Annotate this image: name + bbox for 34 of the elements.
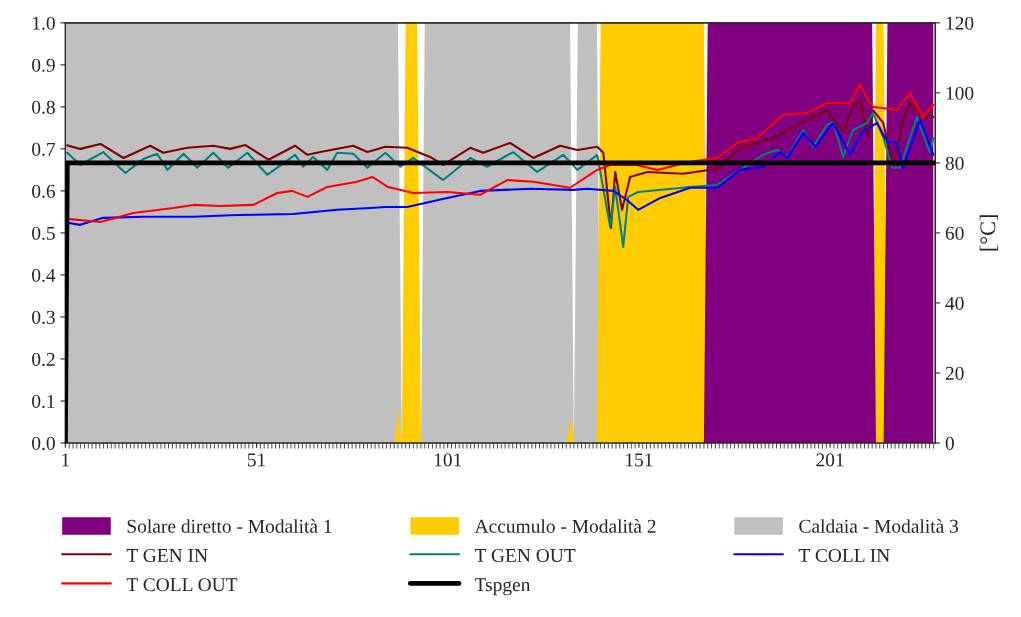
y2-tick-label: 0 [945, 436, 954, 450]
y-tick-label: 0.0 [32, 436, 55, 451]
y-tick-label: 0.5 [32, 226, 55, 240]
x-tick-label: 101 [434, 453, 462, 467]
line-series [66, 111, 935, 248]
y2-tick-label: 120 [946, 16, 974, 30]
x-tick-label: 201 [816, 453, 844, 467]
y-tick-label: 0.4 [32, 268, 56, 282]
legend-label: Caldaia - Modalità 3 [799, 519, 959, 533]
legend-label: T COLL OUT [126, 578, 238, 592]
y2-tick-label: 40 [945, 296, 964, 310]
y2-tick-label: 20 [945, 366, 964, 380]
y2-axis-title: [°C] [979, 215, 999, 251]
y-tick-label: 0.6 [32, 184, 56, 198]
y2-tick-label: 60 [945, 226, 964, 240]
legend-label: Tspgen [474, 578, 531, 596]
legend-label: T COLL IN [798, 548, 890, 563]
y2-tick-label: 100 [946, 86, 974, 100]
line-series [66, 118, 935, 226]
y-tick-label: 1.0 [33, 16, 55, 30]
y-tick-label: 0.2 [32, 352, 55, 366]
x-tick-label: 1 [62, 453, 70, 467]
y-tick-label: 0.7 [32, 142, 56, 156]
x-tick-label: 151 [626, 453, 653, 467]
legend-label: T GEN OUT [474, 548, 576, 563]
y-tick-label: 0.8 [32, 100, 55, 114]
legend-label: T GEN IN [126, 548, 208, 563]
y-tick-label: 0.1 [32, 394, 55, 409]
y-tick-label: 0.3 [32, 310, 55, 324]
x-tick-label: 51 [247, 453, 266, 467]
legend-label: Solare diretto - Modalità 1 [127, 519, 332, 533]
y-tick-label: 0.9 [32, 58, 55, 72]
legend-label: Accumulo - Modalità 2 [474, 519, 656, 533]
y2-tick-label: 80 [945, 156, 964, 170]
